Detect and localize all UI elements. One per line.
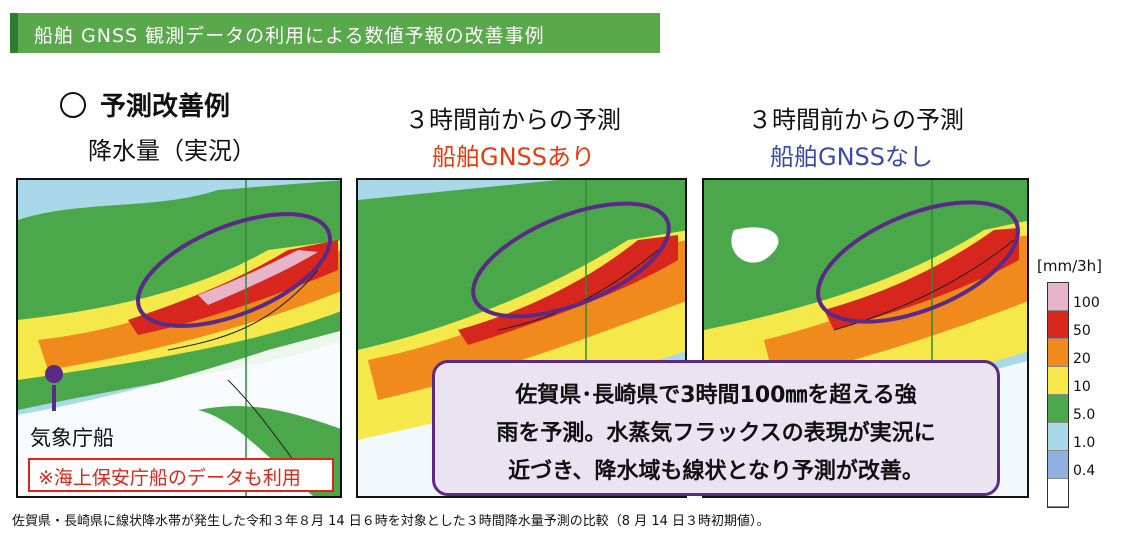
section-heading: 予測改善例 xyxy=(60,86,230,123)
callout-line: 雨を予測。水蒸気フラックスの表現が実況に xyxy=(496,421,936,446)
legend-swatch xyxy=(1048,395,1068,423)
panel2-caption: ３時間前からの予測 xyxy=(405,106,621,134)
coast-guard-note-text: ※海上保安庁船のデータも利用 xyxy=(38,467,301,489)
highlight-ellipse-with-gnss xyxy=(471,201,671,319)
legend-swatch xyxy=(1048,367,1068,395)
observed-precip-map xyxy=(16,178,342,498)
precip-field xyxy=(18,180,340,496)
legend-unit: [mm/3h] xyxy=(1037,257,1103,275)
legend-label: 5.0 xyxy=(1073,407,1096,423)
callout-line: 佐賀県･長崎県で3時間100㎜を超える強 xyxy=(515,383,917,408)
legend-swatch xyxy=(1048,311,1068,339)
highlight-ellipse-observed xyxy=(136,212,332,328)
legend-label: 1.0 xyxy=(1073,435,1096,451)
legend-swatch xyxy=(1048,451,1068,479)
ship-label: 気象庁船 xyxy=(30,426,114,450)
callout-line: 近づき、降水域も線状となり予測が改善。 xyxy=(508,459,924,484)
panel2-subcaption: 船舶GNSSあり xyxy=(432,143,596,171)
legend-label: 0.4 xyxy=(1073,463,1096,479)
legend-label: 100 xyxy=(1073,295,1100,311)
highlight-ellipse-without-gnss xyxy=(816,200,1020,324)
legend-swatch xyxy=(1048,339,1068,367)
ship-marker-icon xyxy=(45,365,63,383)
panel3-subcaption: 船舶GNSSなし xyxy=(770,143,934,171)
coast-guard-note: ※海上保安庁船のデータも利用 xyxy=(28,458,334,492)
ship-pointer-arrow xyxy=(52,385,56,411)
banner-stripe xyxy=(10,13,18,53)
heading-text: 予測改善例 xyxy=(100,92,231,122)
legend-swatch xyxy=(1048,479,1068,507)
summary-callout: 佐賀県･長崎県で3時間100㎜を超える強 雨を予測。水蒸気フラックスの表現が実況… xyxy=(432,360,1000,496)
legend-label: 20 xyxy=(1073,351,1091,367)
legend-swatch xyxy=(1048,423,1068,451)
banner-title: 船舶 GNSS 観測データの利用による数値予報の改善事例 xyxy=(34,25,545,47)
figure-caption: 佐賀県・長崎県に線状降水帯が発生した令和３年８月 14 日６時を対象とした３時間… xyxy=(12,514,770,529)
color-legend-bar xyxy=(1047,282,1069,508)
title-banner: 船舶 GNSS 観測データの利用による数値予報の改善事例 xyxy=(10,13,660,53)
panel1-caption: 降水量（実況） xyxy=(88,137,256,165)
legend-swatch xyxy=(1048,283,1068,311)
panel3-caption: ３時間前からの予測 xyxy=(748,106,964,134)
legend-label: 10 xyxy=(1073,379,1091,395)
legend-label: 50 xyxy=(1073,323,1091,339)
circle-bullet-icon xyxy=(60,92,86,118)
